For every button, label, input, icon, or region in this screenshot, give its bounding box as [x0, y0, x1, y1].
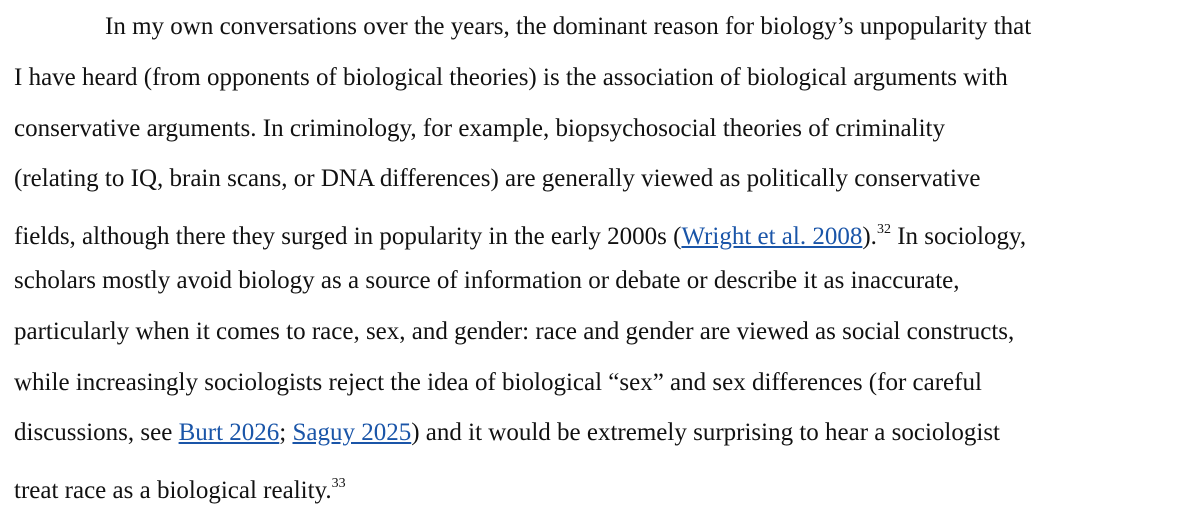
footnote-ref: 33 [331, 476, 346, 492]
text-line: treat race as a biological reality.33 [14, 469, 346, 506]
text: treat race as a biological reality. [14, 477, 332, 505]
text-line: I have heard (from opponents of biologic… [14, 63, 1008, 93]
text-line: discussions, see Burt 2026; Saguy 2025) … [14, 418, 1000, 448]
text-line: fields, although there they surged in po… [14, 215, 1026, 252]
text-line: conservative arguments. In criminology, … [14, 114, 945, 144]
text: fields, although there they surged in po… [14, 223, 682, 251]
citation-link[interactable]: Burt 2026 [178, 419, 280, 447]
text: In my own conversations over the years, … [105, 13, 1032, 40]
text-line: In my own conversations over the years, … [105, 12, 1031, 42]
text: In sociology, [890, 223, 1027, 251]
text: I have heard (from opponents of biologic… [14, 63, 1008, 91]
text: conservative arguments. In criminology, … [14, 114, 945, 142]
text: (relating to IQ, brain scans, or DNA dif… [14, 165, 981, 193]
text-line: particularly when it comes to race, sex,… [14, 317, 1014, 347]
text: particularly when it comes to race, sex,… [14, 317, 1015, 345]
text: scholars mostly avoid biology as a sourc… [14, 267, 960, 294]
text-line: (relating to IQ, brain scans, or DNA dif… [14, 164, 981, 194]
text-line: while increasingly sociologists reject t… [14, 368, 982, 398]
text: discussions, see [14, 419, 179, 447]
text: while increasingly sociologists reject t… [14, 368, 982, 396]
citation-link[interactable]: Wright et al. 2008 [681, 223, 863, 251]
citation-link[interactable]: Saguy 2025 [292, 419, 412, 447]
footnote-ref: 32 [876, 222, 891, 238]
text: ; [279, 419, 293, 447]
text: ). [862, 223, 877, 251]
text: ) and it would be extremely surprising t… [411, 419, 1000, 447]
text-line: scholars mostly avoid biology as a sourc… [14, 266, 960, 296]
